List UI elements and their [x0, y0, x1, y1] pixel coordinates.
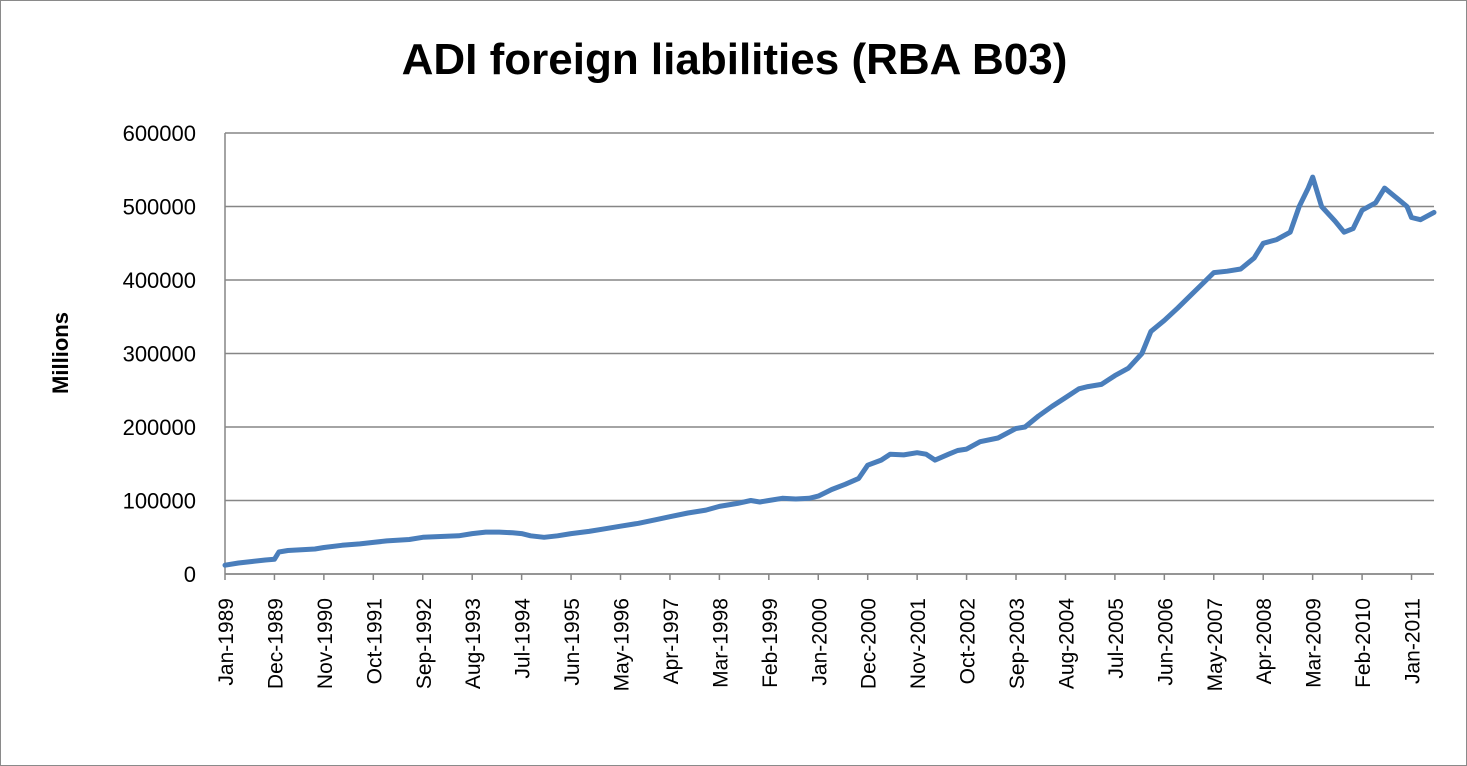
y-tick-label: 300000 [123, 342, 196, 367]
series-layer [222, 174, 1437, 568]
x-tick-label: Oct-2002 [957, 598, 980, 684]
x-tick-label: Mar-1998 [709, 598, 732, 688]
x-tick-label: Jun-1995 [561, 598, 584, 686]
y-tick-label: 400000 [123, 268, 196, 293]
y-tick-label: 600000 [123, 121, 196, 146]
x-tick-label: Oct-1991 [363, 598, 386, 684]
x-tick-label: Jan-2000 [808, 598, 831, 686]
y-tick-label: 100000 [123, 489, 196, 514]
x-tick-label: Mar-2009 [1303, 598, 1326, 688]
x-axis-ticks: Jan-1989 Dec-1989 Nov-1990 Oct-1991 Sep-1992… [215, 574, 1425, 691]
chart-title: ADI foreign liabilities (RBA B03) [401, 35, 1068, 84]
x-tick-label: Feb-1999 [759, 598, 782, 688]
x-tick-label: Nov-2001 [907, 598, 930, 689]
y-tick-label: 0 [184, 562, 196, 587]
x-tick-label: May-1996 [611, 598, 634, 691]
x-tick-label: Jul-1994 [512, 598, 535, 679]
x-tick-label: Sep-1992 [413, 598, 436, 689]
grid-lines [224, 132, 1434, 575]
x-tick-label: Jan-2011 [1402, 598, 1425, 684]
x-tick-label: Jun-2006 [1154, 598, 1177, 686]
x-tick-label: Nov-1990 [314, 598, 337, 689]
x-tick-label: Dec-2000 [858, 598, 881, 689]
x-tick-label: Jul-2005 [1105, 598, 1128, 679]
x-tick-label: Sep-2003 [1006, 598, 1029, 689]
y-tick-label: 500000 [123, 195, 196, 220]
x-tick-label: Aug-1993 [462, 598, 485, 689]
x-tick-label: May-2007 [1204, 598, 1227, 691]
x-tick-label: Apr-2008 [1253, 598, 1276, 684]
x-tick-label: Aug-2004 [1055, 598, 1078, 689]
x-tick-label: Feb-2010 [1352, 598, 1375, 688]
x-tick-label: Jan-1989 [215, 598, 238, 686]
series-line [222, 174, 1437, 568]
x-tick-label: Apr-1997 [660, 598, 683, 684]
y-tick-label: 200000 [123, 415, 196, 440]
x-tick-label: Dec-1989 [264, 598, 287, 689]
y-axis-ticks: 0 100000 200000 300000 400000 500000 600000 [123, 121, 196, 587]
